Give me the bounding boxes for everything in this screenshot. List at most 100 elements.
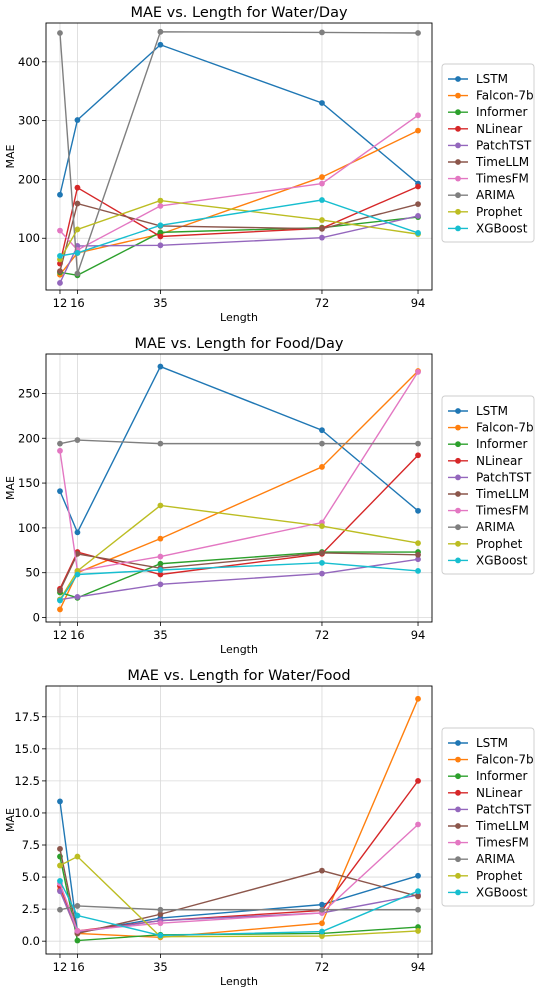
data-point [74,529,81,536]
data-point [415,440,421,447]
legend-box [441,395,535,575]
legend-swatch-marker [455,92,461,99]
y-tick-label: 50 [25,566,40,580]
data-point [157,571,164,578]
legend-swatch-marker [455,773,461,780]
plot-frame [45,22,433,291]
legend-swatch-marker [455,872,461,879]
data-point [57,798,63,805]
data-point [319,100,325,106]
data-point [57,440,63,447]
data-point [319,906,325,913]
y-tick-label: 10.0 [14,806,40,820]
legend-label: Prophet [476,205,523,219]
series-arima [57,28,421,277]
data-point [74,200,81,207]
data-point [319,234,325,241]
legend-label: NLinear [476,454,522,468]
data-point [157,535,164,542]
legend-label: LSTM [476,404,508,418]
series-line [59,801,419,934]
data-point [74,270,81,277]
data-point [319,559,325,566]
legend-label: TimesFM [475,836,529,850]
data-point [415,888,421,895]
y-tick-label: 300 [18,114,40,128]
data-point [57,447,63,454]
data-point [74,437,81,443]
data-point [319,217,325,223]
data-point [319,427,325,434]
data-point [415,872,421,879]
chart-panel-3: 12 16 35 72 94 0.0 2.5 5.0 7.5 10.0 12.5 15.0 17.5 MA… [4,668,535,987]
legend-label: XGBoost [476,553,528,567]
legend-swatch-marker [455,109,461,116]
series-line [59,371,419,572]
legend-swatch-marker [455,839,461,846]
chart-title: MAE vs. Length for Water/Food [127,668,350,684]
data-point [57,845,63,852]
data-point [319,901,325,908]
x-tick-label: 16 [70,296,85,310]
series-line [59,185,419,264]
data-point [74,571,81,578]
y-tick-label: 0 [33,611,40,625]
legend-label: LSTM [476,72,508,86]
series-xgboost [57,559,421,604]
data-point [74,594,81,600]
legend-swatch-marker [455,507,461,514]
data-point [157,28,164,35]
data-point [415,507,421,514]
data-point [319,920,325,927]
legend-swatch-marker [455,457,461,464]
legend-swatch-marker [455,557,461,564]
legend-swatch-marker [455,491,461,497]
data-point [415,568,421,574]
data-point [74,117,81,123]
data-point [157,229,164,236]
data-point [415,906,421,913]
legend-label: TimesFM [475,172,529,186]
legend-swatch-marker [455,740,461,746]
x-tick-label: 12 [53,628,68,642]
data-point [415,893,421,900]
x-tick-label: 12 [53,296,68,310]
legend-swatch-marker [455,806,461,813]
data-point [319,225,325,232]
legend-label: ARIMA [476,188,515,202]
legend-swatch-marker [455,424,461,431]
data-point [74,853,81,860]
legend-box [441,727,535,907]
data-point [157,911,164,918]
legend-label: PatchTST [476,138,532,152]
data-point [157,932,164,939]
legend-swatch-marker [455,225,461,232]
series-line [59,129,419,276]
chart-panel-2: 12 16 35 72 94 0 50 100 150 200 250 MAE vs. Length … [4,336,535,656]
data-point [415,183,421,190]
x-tick-label: 72 [315,296,330,310]
x-axis-label: Length [220,643,258,656]
y-tick-label: 200 [18,172,40,186]
data-point [57,191,63,198]
legend-swatch-marker [455,142,461,149]
x-axis-label: Length [220,975,258,987]
data-point [157,222,164,229]
y-tick-label: 150 [18,476,40,490]
legend-label: TimeLLM [475,819,529,833]
data-point [319,440,325,447]
data-point [157,560,164,567]
legend-swatch-marker [455,756,461,763]
data-point [57,227,63,234]
data-point [415,369,421,375]
legend-swatch-marker [455,125,461,132]
legend-swatch-marker [455,192,461,199]
data-point [74,937,81,944]
series-line [59,698,419,939]
y-tick-label: 5.0 [22,870,40,884]
series-lstm [57,363,421,536]
data-point [319,867,325,874]
legend-label: XGBoost [476,885,528,899]
data-point [319,29,325,36]
